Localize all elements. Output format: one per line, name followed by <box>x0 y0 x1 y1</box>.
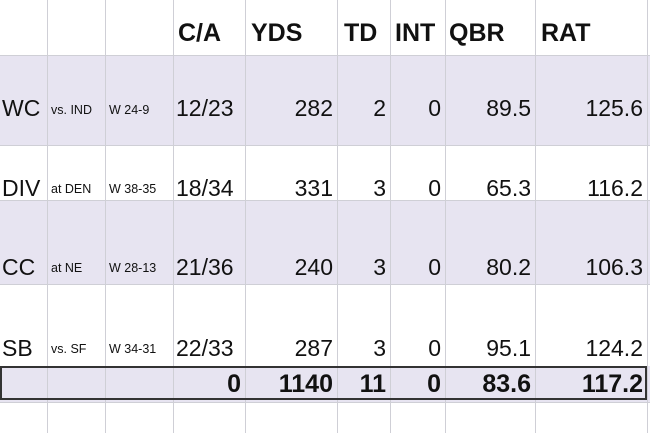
opponent-cell: vs. IND <box>51 103 92 117</box>
result-cell: W 38-35 <box>109 182 157 196</box>
header-ca: C/A <box>178 19 222 47</box>
row-divider <box>0 200 650 201</box>
total-td: 11 <box>359 370 386 398</box>
row-divider <box>0 145 650 146</box>
table-row <box>0 284 650 366</box>
column-divider <box>390 0 391 433</box>
rat-cell: 116.2 <box>587 175 643 201</box>
opponent-cell: vs. SF <box>51 342 87 356</box>
result-cell: W 24-9 <box>109 103 150 117</box>
rat-cell: 124.2 <box>585 335 643 361</box>
ca-cell: 18/34 <box>176 175 234 201</box>
column-divider <box>445 0 446 433</box>
int-cell: 0 <box>428 254 441 280</box>
header-row <box>0 0 650 55</box>
qbr-cell: 89.5 <box>486 95 531 121</box>
yds-cell: 331 <box>294 175 333 201</box>
column-divider <box>337 0 338 433</box>
round-cell: WC <box>2 95 41 121</box>
table-row <box>0 200 650 284</box>
yds-cell: 282 <box>294 95 333 121</box>
row-divider <box>0 55 650 56</box>
int-cell: 0 <box>428 335 441 361</box>
result-cell: W 34-31 <box>109 342 157 356</box>
int-cell: 0 <box>428 175 441 201</box>
empty-row <box>0 402 650 433</box>
header-qbr: QBR <box>449 19 505 47</box>
ca-cell: 12/23 <box>176 95 234 121</box>
column-divider <box>245 0 246 433</box>
table-row <box>0 55 650 145</box>
header-rat: RAT <box>541 19 591 47</box>
result-cell: W 28-13 <box>109 261 157 275</box>
yds-cell: 240 <box>294 254 333 280</box>
round-cell: CC <box>2 254 36 280</box>
total-rat: 117.2 <box>581 370 643 398</box>
header-td: TD <box>344 19 378 47</box>
column-divider <box>173 0 174 433</box>
header-int: INT <box>395 19 436 47</box>
qbr-cell: 80.2 <box>486 254 531 280</box>
row-divider <box>0 402 650 403</box>
td-cell: 3 <box>373 175 386 201</box>
td-cell: 3 <box>373 254 386 280</box>
totals-outline <box>0 366 647 400</box>
qbr-cell: 65.3 <box>486 175 531 201</box>
rat-cell: 106.3 <box>585 254 643 280</box>
opponent-cell: at DEN <box>51 182 92 196</box>
round-cell: DIV <box>2 175 41 201</box>
header-yds: YDS <box>251 19 303 47</box>
round-cell: SB <box>2 335 33 361</box>
yds-cell: 287 <box>294 335 333 361</box>
column-divider <box>105 0 106 433</box>
total-int: 0 <box>427 370 441 398</box>
column-divider <box>647 0 648 433</box>
table-row <box>0 145 650 200</box>
td-cell: 3 <box>373 335 386 361</box>
int-cell: 0 <box>428 95 441 121</box>
row-divider <box>0 284 650 285</box>
rat-cell: 125.6 <box>585 95 643 121</box>
qbr-cell: 95.1 <box>486 335 531 361</box>
opponent-cell: at NE <box>51 261 83 275</box>
column-divider <box>47 0 48 433</box>
total-yds: 1140 <box>278 370 333 398</box>
ca-cell: 22/33 <box>176 335 234 361</box>
total-ca: 0 <box>227 370 241 398</box>
column-divider <box>535 0 536 433</box>
total-qbr: 83.6 <box>482 370 531 398</box>
ca-cell: 21/36 <box>176 254 234 280</box>
td-cell: 2 <box>373 95 386 121</box>
totals-row <box>0 366 650 402</box>
